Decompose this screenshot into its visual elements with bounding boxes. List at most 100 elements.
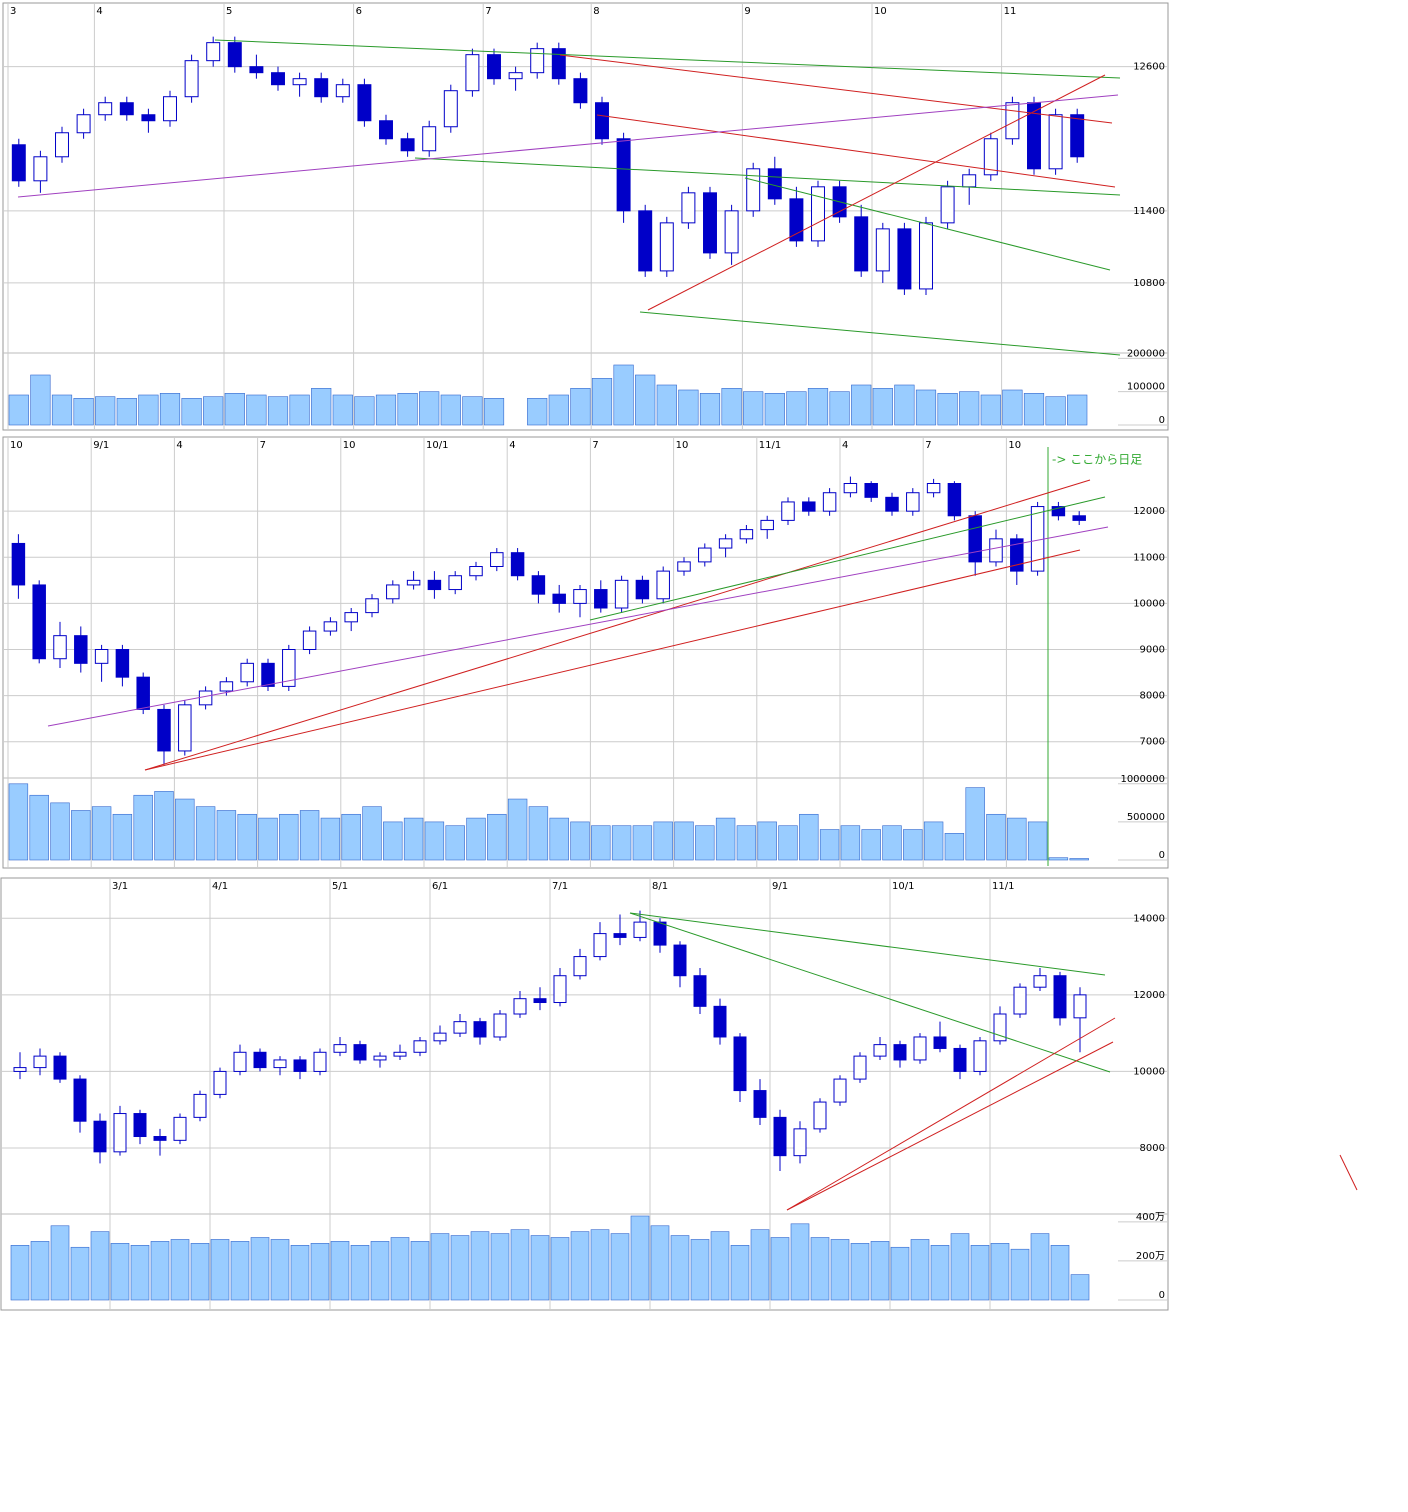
x-tick-label: 4	[176, 440, 182, 451]
volume-bar	[770, 1237, 790, 1301]
volume-bar	[730, 1245, 750, 1301]
x-tick-label: 7/1	[552, 881, 568, 892]
candle-body	[333, 1044, 347, 1053]
x-tick-label: 4	[842, 440, 848, 451]
candle-body	[11, 542, 26, 586]
volume-bar	[397, 393, 418, 426]
volume-bar	[490, 1233, 510, 1301]
volume-bar	[1027, 821, 1048, 861]
candle-body	[453, 1021, 467, 1034]
candle-body	[465, 54, 480, 92]
volume-bar	[175, 798, 195, 861]
candle-body	[55, 132, 69, 158]
candle-body	[400, 138, 415, 152]
candle-body	[793, 1128, 807, 1157]
x-tick-label: 9/1	[772, 881, 788, 892]
x-tick-label: 9	[744, 6, 750, 17]
volume-bar	[1070, 1274, 1090, 1301]
candle-body	[13, 1067, 27, 1072]
volume-tick-label: 0	[1159, 1290, 1165, 1301]
volume-bar	[1048, 857, 1069, 861]
x-tick-label: 10	[343, 440, 356, 451]
volume-bar	[530, 1235, 550, 1301]
volume-bar	[289, 394, 310, 426]
volume-bar	[550, 1237, 570, 1301]
candle-body	[490, 552, 504, 568]
y-tick-label: 12000	[1133, 506, 1165, 517]
candle-body	[136, 676, 150, 710]
x-tick-label: 3/1	[112, 881, 128, 892]
candle-body	[293, 1059, 307, 1072]
volume-bar	[965, 787, 985, 861]
candle-body	[553, 975, 567, 1004]
volume-bar	[51, 394, 73, 426]
volume-bar	[154, 791, 174, 861]
candle-body	[53, 1055, 67, 1080]
candle-body	[813, 1101, 827, 1130]
volume-bar	[470, 1231, 490, 1301]
volume-tick-label: 500000	[1127, 812, 1165, 823]
candle-body	[323, 621, 338, 632]
candle-body	[473, 1021, 487, 1038]
candle-body	[353, 1044, 367, 1061]
candle-body	[919, 222, 933, 290]
candle-body	[673, 944, 687, 977]
x-tick-label: 5/1	[332, 881, 348, 892]
candle-body	[11, 144, 26, 182]
volume-bar	[613, 364, 634, 426]
x-tick-label: 10	[676, 440, 689, 451]
volume-bar	[341, 813, 361, 861]
candle-body	[32, 584, 46, 660]
candle-body	[573, 956, 587, 977]
candle-body	[93, 1120, 107, 1153]
volume-bar	[872, 388, 893, 426]
volume-bar	[354, 396, 375, 426]
volume-bar	[656, 384, 677, 426]
x-tick-label: 8/1	[652, 881, 668, 892]
volume-bar	[653, 821, 673, 861]
candle-body	[76, 114, 91, 134]
candle-body	[973, 1040, 987, 1072]
volume-bar	[1069, 858, 1089, 861]
x-tick-label: 10	[874, 6, 887, 17]
volume-bar	[510, 1229, 530, 1301]
volume-bar	[30, 1241, 50, 1301]
candle-body	[989, 538, 1003, 563]
candle-body	[947, 483, 962, 517]
candle-body	[184, 60, 199, 98]
volume-bar	[230, 1241, 250, 1301]
x-tick-label: 10	[10, 440, 23, 451]
candle-body	[552, 593, 566, 604]
volume-bar	[30, 374, 51, 426]
candle-body	[373, 1055, 387, 1061]
volume-bar	[591, 378, 613, 426]
volume-bar	[910, 1239, 930, 1301]
candle-body	[98, 102, 113, 116]
volume-bar	[807, 388, 829, 426]
candle-body	[510, 552, 525, 577]
volume-bar	[487, 813, 507, 861]
candle-body	[843, 483, 858, 494]
candle-body	[153, 1136, 167, 1141]
candle-body	[73, 1078, 87, 1122]
candle-body	[406, 579, 421, 586]
candle-body	[1053, 975, 1067, 1019]
volume-bar	[507, 798, 528, 861]
x-tick-label: 5	[226, 6, 232, 17]
volume-bar	[50, 802, 70, 861]
candle-body	[659, 222, 674, 272]
candle-body	[962, 174, 977, 188]
x-tick-label: 6/1	[432, 881, 448, 892]
candle-body	[393, 1051, 407, 1057]
volume-bar	[390, 1237, 410, 1301]
x-tick-label: 6	[356, 6, 362, 17]
trend-line	[559, 54, 1113, 124]
candle-body	[1010, 538, 1024, 572]
candle-body	[781, 501, 795, 521]
volume-bar	[986, 813, 1006, 861]
candle-body	[940, 186, 955, 224]
volume-bar	[810, 1237, 830, 1301]
candle-body	[513, 998, 527, 1015]
candle-body	[53, 635, 67, 660]
volume-bar	[195, 806, 216, 861]
